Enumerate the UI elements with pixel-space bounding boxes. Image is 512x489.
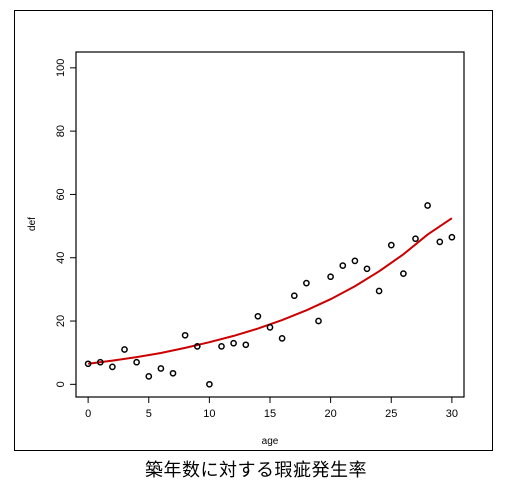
x-tick-label: 0 bbox=[85, 408, 91, 420]
data-point bbox=[206, 380, 213, 388]
y-axis: 0 20 40 60 80 100 bbox=[55, 59, 76, 387]
data-point bbox=[121, 346, 128, 353]
x-tick-label: 15 bbox=[264, 408, 276, 420]
data-point bbox=[169, 369, 177, 377]
figure-caption: 築年数に対する瑕疵発生率 bbox=[145, 460, 367, 481]
x-tick-label: 20 bbox=[325, 408, 337, 420]
data-point bbox=[290, 292, 298, 300]
data-point bbox=[96, 358, 104, 366]
scatter-chart: 0 5 10 15 20 25 30 0 20 40 60 80 100 age def bbox=[27, 51, 465, 447]
data-point bbox=[339, 262, 347, 269]
data-point bbox=[242, 341, 250, 349]
x-axis-label: age bbox=[262, 436, 279, 447]
y-tick-label: 40 bbox=[55, 252, 67, 264]
data-point bbox=[436, 238, 444, 246]
data-point bbox=[133, 358, 140, 366]
x-axis: 0 5 10 15 20 25 30 bbox=[85, 397, 458, 420]
data-point bbox=[375, 287, 383, 295]
y-axis-label: def bbox=[27, 217, 38, 231]
data-point bbox=[303, 279, 310, 287]
x-tick-label: 30 bbox=[446, 408, 458, 420]
x-tick-label: 10 bbox=[203, 408, 215, 420]
data-point bbox=[109, 363, 116, 371]
data-point bbox=[157, 365, 165, 372]
x-tick-label: 5 bbox=[146, 408, 152, 420]
data-point bbox=[278, 335, 286, 342]
data-point bbox=[400, 270, 407, 277]
y-tick-label: 100 bbox=[55, 59, 67, 77]
data-point bbox=[230, 339, 237, 347]
y-tick-label: 20 bbox=[55, 315, 67, 327]
data-point bbox=[218, 343, 225, 350]
fit-curve bbox=[87, 217, 453, 365]
data-point bbox=[363, 265, 371, 273]
data-point bbox=[327, 273, 334, 281]
y-tick-label: 60 bbox=[55, 188, 67, 200]
figure-frame: 0 5 10 15 20 25 30 0 20 40 60 80 100 age def bbox=[14, 10, 493, 451]
data-point bbox=[424, 202, 431, 209]
data-point bbox=[84, 360, 92, 368]
data-point bbox=[181, 331, 189, 339]
x-tick-label: 25 bbox=[385, 408, 397, 420]
fit-line bbox=[87, 217, 453, 365]
y-tick-label: 0 bbox=[55, 381, 67, 387]
data-point bbox=[387, 241, 395, 249]
data-point bbox=[254, 312, 262, 320]
data-point bbox=[351, 257, 359, 265]
data-point bbox=[193, 343, 201, 350]
data-point bbox=[412, 235, 419, 243]
y-tick-label: 80 bbox=[55, 125, 67, 137]
plot-area bbox=[75, 51, 465, 398]
data-point bbox=[145, 373, 153, 380]
data-point bbox=[315, 317, 322, 325]
data-points bbox=[84, 202, 456, 388]
data-point bbox=[448, 233, 456, 241]
data-point bbox=[266, 324, 274, 331]
